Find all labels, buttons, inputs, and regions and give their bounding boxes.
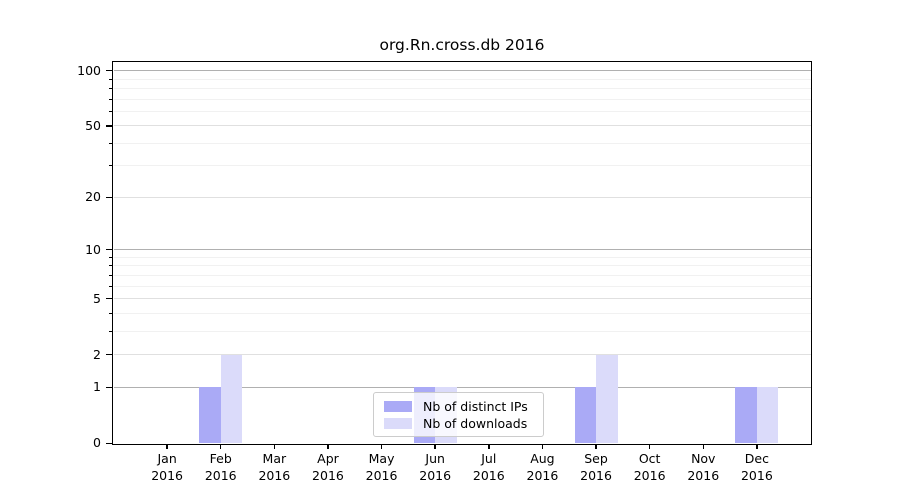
y-minor-tick: [109, 165, 113, 167]
x-tick: [327, 444, 329, 449]
y-minor-tick: [109, 87, 113, 89]
y-tick-label: 20: [85, 189, 101, 205]
x-tick-label-year: 2016: [312, 467, 344, 483]
gridline-mid: [113, 125, 811, 127]
y-tick-label: 2: [93, 346, 101, 362]
x-tick-label: Sep: [584, 451, 608, 466]
x-tick-label: Jul: [481, 451, 497, 466]
gridline-minor: [113, 265, 811, 267]
y-tick: [106, 442, 113, 444]
x-tick: [702, 444, 705, 449]
y-minor-tick: [109, 78, 113, 80]
gridline-mid: [113, 354, 811, 356]
gridline-major: [113, 70, 811, 72]
y-minor-tick: [109, 330, 113, 332]
y-tick-label: 50: [85, 117, 101, 133]
x-tick-label-year: 2016: [526, 467, 559, 483]
x-tick-label-year: 2016: [151, 467, 184, 483]
x-tick-label-year: 2016: [258, 467, 291, 483]
legend-swatch-distinct-ips: [384, 401, 412, 412]
x-tick-label: Jun: [425, 451, 445, 466]
bar-distinct-ips: [735, 387, 757, 444]
y-tick-label: 0: [93, 435, 101, 451]
y-minor-tick: [109, 110, 113, 112]
bar-distinct-ips: [199, 387, 221, 444]
x-tick: [756, 444, 758, 449]
y-tick: [106, 297, 113, 300]
y-minor-tick: [109, 256, 113, 258]
x-tick-label-year: 2016: [580, 467, 612, 483]
x-tick-label: Aug: [530, 451, 555, 466]
x-tick-label-year: 2016: [740, 467, 773, 483]
legend-label-downloads: Nb of downloads: [423, 416, 528, 431]
gridline-major: [113, 249, 811, 251]
legend-item-distinct-ips: Nb of distinct IPs: [384, 399, 535, 414]
y-minor-tick: [109, 142, 113, 144]
y-tick: [106, 248, 113, 251]
x-tick-label-year: 2016: [472, 467, 505, 483]
gridline-minor: [113, 274, 811, 276]
gridline-minor: [113, 330, 811, 332]
x-tick-label: Dec: [744, 451, 769, 466]
gridline-minor: [113, 256, 811, 258]
bar-downloads: [596, 354, 618, 444]
y-tick: [106, 386, 113, 389]
x-tick-label: Apr: [317, 451, 339, 466]
legend-swatch-downloads: [384, 418, 412, 429]
legend: Nb of distinct IPs Nb of downloads: [373, 392, 544, 437]
chart-title: org.Rn.cross.db 2016: [379, 36, 545, 54]
y-tick: [106, 353, 113, 356]
x-tick-label-year: 2016: [204, 467, 237, 483]
legend-label-distinct-ips: Nb of distinct IPs: [423, 399, 528, 414]
y-tick-label: 10: [85, 241, 101, 257]
legend-item-downloads: Nb of downloads: [384, 416, 535, 431]
x-tick: [541, 444, 544, 449]
gridline-minor: [113, 165, 811, 167]
gridline-minor: [113, 110, 811, 112]
x-tick: [166, 444, 168, 449]
gridline-minor: [113, 78, 811, 80]
x-tick-label: Nov: [691, 451, 716, 466]
bar-downloads: [220, 354, 243, 444]
gridline-minor: [113, 142, 811, 144]
x-tick-label-year: 2016: [419, 467, 452, 483]
x-tick-label-year: 2016: [633, 467, 666, 483]
x-tick-label: Feb: [209, 451, 232, 466]
gridline-minor: [113, 98, 811, 100]
x-tick-label: Oct: [638, 451, 661, 466]
y-tick-label: 1: [93, 379, 101, 395]
x-tick: [219, 444, 222, 449]
x-tick-label-year: 2016: [365, 467, 398, 483]
y-tick-label: 5: [93, 290, 101, 306]
y-minor-tick: [109, 285, 113, 287]
y-tick-label: 100: [77, 62, 101, 78]
gridline-mid: [113, 298, 811, 300]
x-tick-label: May: [368, 451, 395, 466]
x-tick: [488, 444, 490, 449]
gridline-mid: [113, 196, 811, 198]
x-tick-label-year: 2016: [687, 467, 720, 483]
x-tick: [380, 444, 383, 449]
y-minor-tick: [109, 265, 113, 267]
y-tick: [106, 69, 113, 72]
x-tick: [434, 444, 436, 449]
x-tick: [273, 444, 276, 449]
y-minor-tick: [109, 274, 113, 276]
bar-downloads: [756, 387, 779, 444]
gridline-minor: [113, 285, 811, 287]
x-tick: [595, 444, 597, 449]
gridline-major: [113, 386, 811, 388]
gridline-minor: [113, 312, 811, 314]
x-tick-label: Jan: [157, 451, 177, 466]
x-tick-label: Mar: [262, 451, 287, 466]
gridline-minor: [113, 87, 811, 89]
x-tick: [648, 444, 651, 449]
y-minor-tick: [109, 312, 113, 314]
y-tick: [106, 125, 113, 127]
y-minor-tick: [109, 98, 113, 100]
bar-distinct-ips: [574, 387, 597, 444]
y-tick: [106, 196, 113, 199]
